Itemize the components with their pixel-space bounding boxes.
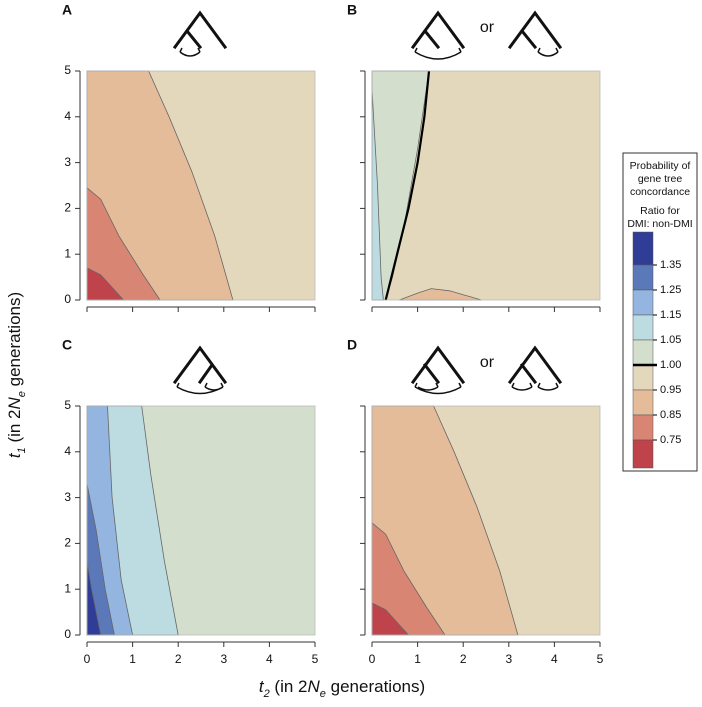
tree-icons xyxy=(172,10,563,395)
legend-title: Probability of xyxy=(630,160,691,172)
y-tick-label: 2 xyxy=(64,201,71,215)
annotation: or xyxy=(480,354,495,371)
plot-frame xyxy=(371,70,601,301)
y-tick-label: 3 xyxy=(64,490,71,504)
y-tick-label: 2 xyxy=(64,536,71,550)
x-tick-label: 5 xyxy=(312,652,319,666)
panel-label: D xyxy=(347,337,357,353)
x-tick-label: 0 xyxy=(84,652,91,666)
annotation: or xyxy=(480,19,495,36)
x-tick-label: 5 xyxy=(597,652,604,666)
y-axis-label: t1 (in 2Ne generations) xyxy=(5,292,27,458)
legend-tick-label: 1.35 xyxy=(660,259,681,271)
x-axis-label: t2 (in 2Ne generations) xyxy=(259,677,425,699)
x-tick-label: 4 xyxy=(266,652,273,666)
x-tick-label: 3 xyxy=(505,652,512,666)
legend-swatch xyxy=(632,439,654,469)
legend-tick-label: 0.85 xyxy=(660,409,681,421)
legend-swatch xyxy=(632,364,654,391)
legend-tick-label: 1.05 xyxy=(660,334,681,346)
y-tick-label: 1 xyxy=(64,581,71,595)
y-tick-label: 5 xyxy=(64,398,71,412)
y-tick-label: 0 xyxy=(64,292,71,306)
legend-subtitle: Ratio for xyxy=(640,205,680,217)
legend-tick-label: 0.75 xyxy=(660,434,681,446)
contour-line xyxy=(384,70,431,301)
legend-tick-label: 1.00 xyxy=(660,359,681,371)
legend-swatch xyxy=(632,389,654,416)
y-tick-label: 4 xyxy=(64,444,71,458)
legend-subtitle: DMI: non-DMI xyxy=(627,218,692,230)
legend-swatch xyxy=(632,414,654,441)
legend-title: gene tree xyxy=(638,173,683,185)
legend-tick-label: 1.15 xyxy=(660,309,681,321)
y-tick-label: 5 xyxy=(64,63,71,77)
legend-swatch xyxy=(632,314,654,341)
label-part: 1 xyxy=(16,447,28,453)
x-tick-label: 0 xyxy=(369,652,376,666)
legend-swatch xyxy=(632,231,654,266)
y-tick-label: 0 xyxy=(64,627,71,641)
plot-frame xyxy=(86,405,316,636)
y-tick-label: 3 xyxy=(64,155,71,169)
label-part: N xyxy=(308,677,321,696)
legend-title: concordance xyxy=(630,186,690,198)
y-tick-label: 1 xyxy=(64,246,71,260)
label-part: 2 xyxy=(263,688,270,700)
x-tick-label: 1 xyxy=(414,652,421,666)
panel-label: A xyxy=(62,2,72,18)
x-tick-label: 3 xyxy=(220,652,227,666)
x-tick-label: 2 xyxy=(460,652,467,666)
legend-swatch xyxy=(632,289,654,316)
legend-swatch xyxy=(632,339,654,366)
x-tick-label: 4 xyxy=(551,652,558,666)
label-part: e xyxy=(320,688,326,700)
legend-swatch xyxy=(632,264,654,291)
x-tick-label: 1 xyxy=(129,652,136,666)
plot-frame xyxy=(371,405,601,636)
panel-label: B xyxy=(347,2,357,18)
plot-frame xyxy=(86,70,316,301)
label-part: (in 2 xyxy=(5,409,24,447)
legend-tick-label: 0.95 xyxy=(660,384,681,396)
label-part: e xyxy=(16,391,28,397)
legend-tick-label: 1.25 xyxy=(660,284,681,296)
label-part: generations) xyxy=(326,677,425,696)
label-part: t xyxy=(259,677,265,696)
label-part: t xyxy=(5,452,24,458)
label-part: (in 2 xyxy=(270,677,308,696)
label-part: N xyxy=(5,396,24,409)
y-tick-label: 4 xyxy=(64,109,71,123)
panel-label: C xyxy=(62,337,72,353)
label-part: generations) xyxy=(5,292,24,391)
x-tick-label: 2 xyxy=(175,652,182,666)
